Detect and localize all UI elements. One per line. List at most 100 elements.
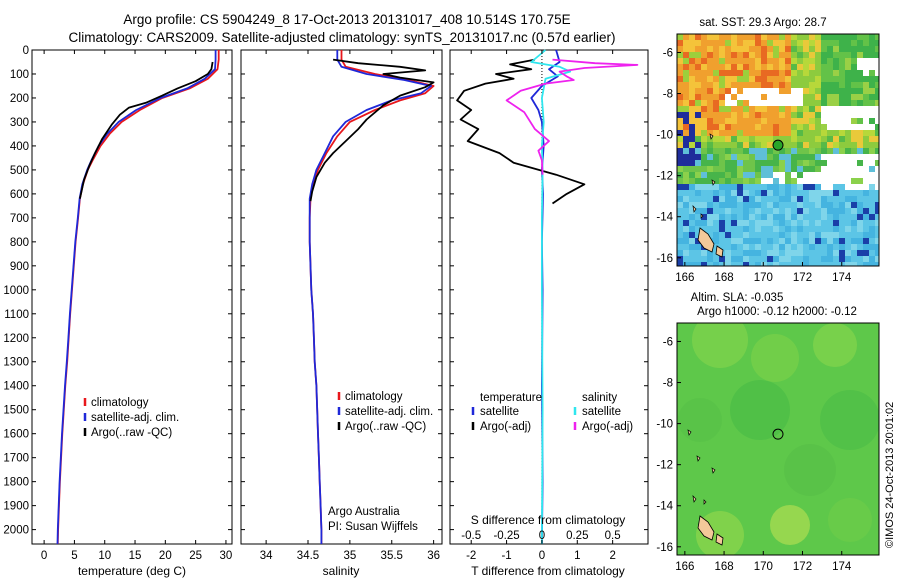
legend-label-argo: Argo(-adj) — [480, 421, 531, 433]
series-line-satellite — [308, 50, 432, 544]
salinity-axes-frame — [240, 49, 443, 545]
difference-y-ticks — [450, 49, 648, 531]
lat-tick-label: -6 — [663, 336, 673, 348]
depth-tick-label: 0 — [23, 45, 29, 57]
header-line-1: Argo profile: CS 5904249_8 17-Oct-2013 2… — [123, 12, 570, 27]
legend-title-salinity: salinity — [582, 392, 617, 404]
t-difference-x-label: T difference from climatology — [471, 564, 625, 578]
depth-tick-label: 1600 — [3, 429, 29, 441]
argo-float-marker — [772, 428, 784, 440]
lon-tick-label: 170 — [754, 561, 773, 573]
depth-tick-label: 1100 — [4, 309, 29, 321]
sst-longitude-ticks: 166 168 170 172 174 — [675, 262, 852, 284]
x-tick-label: 34 — [260, 550, 273, 562]
salinity-y-ticks — [241, 49, 442, 531]
x-tick-label: -1 — [501, 550, 511, 562]
sla-latitude-ticks: -6 -8 -10 -12 -14 -16 — [656, 336, 681, 554]
island-shape — [715, 533, 724, 546]
legend-title-temperature: temperature — [480, 392, 542, 404]
depth-tick-label: 700 — [10, 213, 29, 225]
island-shape — [687, 429, 716, 505]
annotation-pi-name: PI: Susan Wijffels — [328, 521, 418, 533]
depth-tick-label: 100 — [10, 69, 29, 81]
depth-tick-label: 900 — [10, 261, 29, 273]
s-difference-tick-label: 0.5 — [605, 530, 621, 542]
s-difference-tick-label: 0.25 — [566, 530, 588, 542]
sst-map-frame — [676, 33, 880, 267]
header-line-2: Climatology: CARS2009. Satellite-adjuste… — [68, 30, 615, 45]
x-tick-label: 30 — [220, 550, 233, 562]
series-line-sal-argo — [505, 58, 639, 175]
x-tick-label: 10 — [98, 550, 111, 562]
difference-profile-panel: -2 -1 0 1 2 -0.5 -0.25 0 0.25 0.5 S difference f… — [449, 49, 649, 578]
depth-tick-label: 1800 — [3, 477, 29, 489]
salinity-legend: climatology satellite-adj. clim. Argo(..… — [337, 391, 433, 433]
island-shape — [692, 133, 716, 219]
lat-tick-label: -16 — [656, 542, 673, 554]
x-tick-label: 36 — [427, 550, 440, 562]
lon-tick-label: 174 — [832, 561, 852, 573]
legend-label-climatology: climatology — [91, 397, 149, 409]
s-difference-tick-label: -0.5 — [461, 530, 481, 542]
lon-tick-label: 168 — [714, 272, 733, 284]
s-difference-tick-label: -0.25 — [493, 530, 519, 542]
island-shape — [715, 245, 724, 258]
sla-map-panel: Altim. SLA: -0.035 Argo h1000: -0.12 h20… — [656, 292, 880, 573]
depth-tick-label: 1900 — [3, 501, 29, 513]
legend-label-satellite: satellite-adj. clim. — [91, 412, 179, 424]
salinity-difference-legend: salinity satellite Argo(-adj) — [573, 392, 633, 433]
series-line-argo — [79, 61, 214, 199]
depth-tick-label: 2000 — [3, 525, 29, 537]
series-line-sal-satellite — [530, 49, 572, 545]
legend-label-argo: Argo(..raw -QC) — [91, 427, 172, 439]
depth-tick-label: 1400 — [3, 381, 29, 393]
salinity-lines — [308, 50, 435, 544]
lon-tick-label: 166 — [675, 272, 694, 284]
x-tick-label: 25 — [189, 550, 202, 562]
sla-map-title: Altim. SLA: -0.035 — [691, 292, 784, 304]
sla-longitude-ticks: 166 168 170 172 174 — [675, 551, 852, 573]
temperature-difference-legend: temperature satellite Argo(-adj) — [471, 392, 542, 433]
s-difference-tick-labels: -0.5 -0.25 0 0.25 0.5 — [461, 530, 620, 542]
sla-map-frame — [676, 322, 880, 556]
lat-tick-label: -6 — [663, 47, 673, 59]
lon-tick-label: 166 — [675, 561, 694, 573]
imos-timestamp: ©IMOS 24-Oct-2013 20:01:02 — [884, 402, 896, 548]
legend-label-sal-argo: Argo(-adj) — [582, 421, 633, 433]
depth-tick-label: 600 — [10, 189, 29, 201]
depth-tick-label: 300 — [10, 117, 29, 129]
temperature-axes-frame — [31, 49, 233, 545]
lat-tick-label: -10 — [656, 130, 673, 142]
s-difference-tick-label: 0 — [539, 530, 545, 542]
lat-tick-label: -16 — [656, 253, 673, 265]
temperature-lines — [56, 50, 220, 545]
sst-latitude-ticks: -6 -8 -10 -12 -14 -16 — [656, 47, 681, 265]
temperature-x-ticks: 0 5 10 15 20 25 30 — [41, 50, 232, 562]
x-tick-label: 35 — [343, 550, 356, 562]
x-tick-label: 5 — [71, 550, 77, 562]
legend-label-satellite: satellite — [480, 406, 519, 418]
salinity-x-label: salinity — [323, 564, 360, 578]
lat-tick-label: -10 — [656, 419, 673, 431]
sst-heatmap — [677, 34, 879, 266]
salinity-profile-panel: 34 34.5 35 35.5 36 salinity climatology sate… — [240, 49, 443, 578]
depth-ticks: 0 100 200 300 400 500 600 700 800 900 1000 1100 1200… — [3, 45, 232, 537]
island-shape — [697, 515, 715, 541]
annotation-argo-australia: Argo Australia — [328, 506, 400, 518]
depth-tick-label: 1300 — [3, 357, 29, 369]
lon-tick-label: 174 — [832, 272, 852, 284]
sst-map-title: sat. SST: 29.3 Argo: 28.7 — [699, 17, 826, 29]
x-tick-label: 0 — [539, 550, 545, 562]
x-tick-label: 2 — [609, 550, 615, 562]
argo-float-marker — [772, 139, 784, 151]
t-difference-x-ticks: -2 -1 0 1 2 — [466, 50, 616, 562]
temperature-profile-panel: 0100200300400500600700800900100011001200… — [3, 45, 233, 578]
island-shape — [697, 227, 715, 253]
lon-tick-label: 172 — [793, 272, 812, 284]
lat-tick-label: -8 — [663, 89, 673, 101]
temperature-x-label: temperature (deg C) — [78, 564, 186, 578]
depth-tick-label: 1700 — [3, 453, 29, 465]
depth-tick-label: 1200 — [3, 333, 29, 345]
x-tick-label: 15 — [129, 550, 142, 562]
